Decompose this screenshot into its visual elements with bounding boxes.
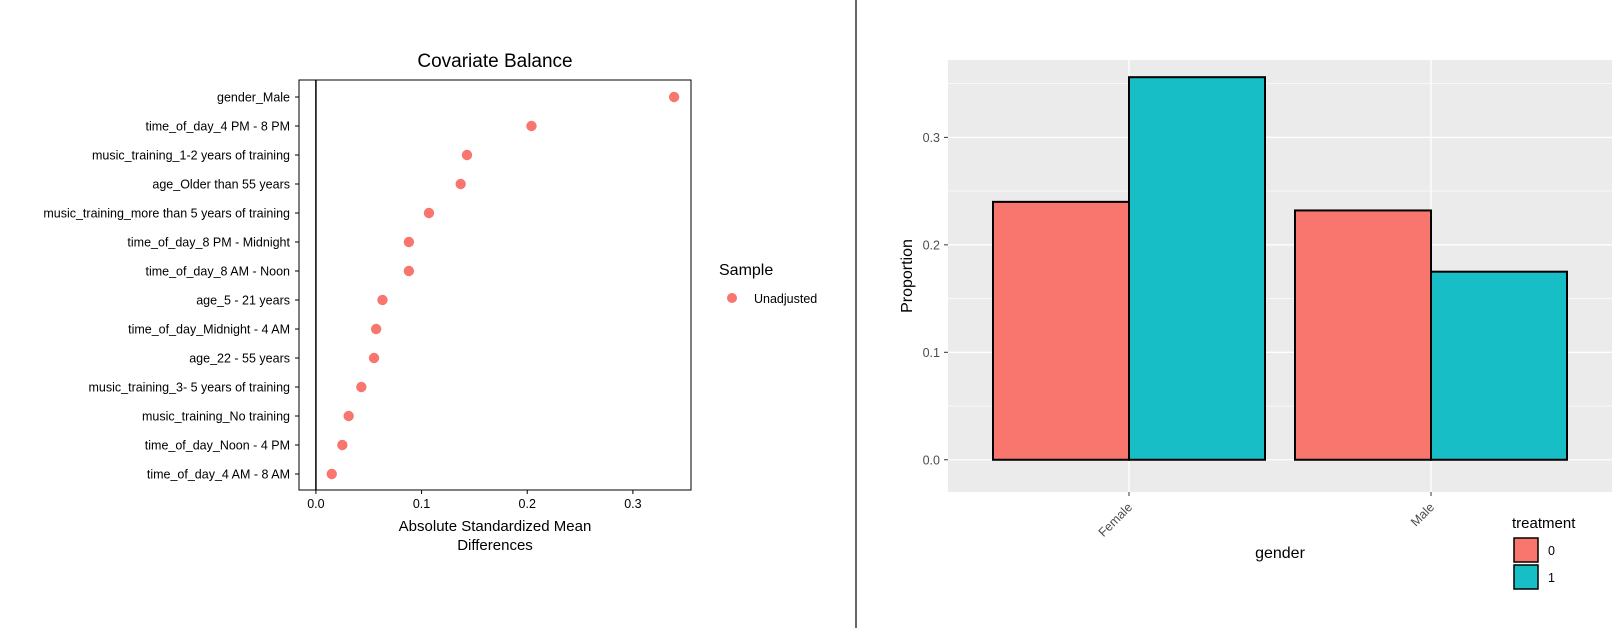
- right-y-tick-label: 0.3: [923, 131, 940, 145]
- left-point: [326, 468, 337, 480]
- left-x-ticks: 0.0 0.1 0.2 0.3: [307, 490, 642, 511]
- left-y-label: time_of_day_4 AM - 8 AM: [147, 468, 290, 482]
- left-point: [403, 236, 415, 248]
- left-plot-panel: [298, 79, 692, 491]
- left-x-axis-label-line1: Absolute Standardized Mean: [399, 518, 592, 535]
- left-points: [326, 91, 680, 480]
- left-y-label: time_of_day_4 PM - 8 PM: [145, 120, 290, 134]
- left-point: [343, 410, 354, 422]
- right-bars: [992, 76, 1568, 461]
- left-point: [368, 352, 380, 364]
- left-y-label: time_of_day_Noon - 4 PM: [145, 439, 290, 453]
- left-x-tick-label: 0.1: [413, 497, 430, 511]
- right-y-tick-label: 0.0: [923, 453, 940, 467]
- left-y-label: gender_Male: [217, 91, 290, 105]
- left-legend-label-unadjusted: Unadjusted: [754, 292, 817, 306]
- left-point: [337, 439, 348, 451]
- right-legend-label-1: 1: [1548, 571, 1555, 585]
- right-x-axis: Female Male: [1096, 492, 1437, 540]
- left-point: [423, 207, 435, 219]
- right-legend-key-1: [1513, 564, 1539, 590]
- left-point: [455, 178, 466, 190]
- left-y-label: time_of_day_8 PM - Midnight: [127, 236, 290, 250]
- bar-male-1: [1430, 270, 1568, 461]
- left-y-label: music_training_more than 5 years of trai…: [43, 207, 290, 221]
- left-y-label: music_training_3- 5 years of training: [89, 381, 291, 395]
- right-legend-label-0: 0: [1548, 544, 1555, 558]
- left-y-label: music_training_1-2 years of training: [92, 149, 290, 163]
- left-y-label: time_of_day_8 AM - Noon: [145, 265, 290, 279]
- left-legend-title: Sample: [719, 262, 773, 279]
- right-x-tick-label: Male: [1408, 500, 1437, 529]
- left-x-tick-label: 0.2: [519, 497, 536, 511]
- left-y-label: age_Older than 55 years: [152, 178, 290, 192]
- right-y-tick-label: 0.2: [923, 238, 940, 252]
- left-chart-title: Covariate Balance: [417, 51, 572, 72]
- left-y-ticks: [295, 96, 299, 475]
- left-x-axis-label-line2: Differences: [457, 537, 533, 554]
- left-point: [668, 91, 680, 103]
- left-point: [370, 323, 382, 335]
- right-y-axis: 0.0 0.1 0.2 0.3: [923, 131, 948, 467]
- left-legend: Sample Unadjusted: [719, 262, 817, 306]
- left-y-label: time_of_day_Midnight - 4 AM: [128, 323, 290, 337]
- bar-male-0: [1294, 209, 1432, 461]
- right-legend-key-0: [1513, 537, 1539, 563]
- left-y-label: music_training_No training: [142, 410, 290, 424]
- bar-female-1: [1128, 76, 1266, 461]
- left-x-tick-label: 0.0: [307, 497, 324, 511]
- right-x-tick-label: Female: [1096, 500, 1135, 539]
- right-legend-title: treatment: [1512, 515, 1576, 532]
- left-point: [377, 294, 388, 306]
- left-point: [461, 149, 473, 161]
- left-point: [356, 381, 367, 393]
- bar-female-0: [992, 200, 1130, 461]
- left-y-label: age_22 - 55 years: [189, 352, 290, 366]
- left-x-tick-label: 0.3: [624, 497, 641, 511]
- left-point: [403, 265, 415, 277]
- right-y-axis-label: Proportion: [899, 239, 916, 313]
- right-x-axis-label: gender: [1255, 545, 1305, 562]
- right-legend-keys: 01: [1513, 537, 1555, 590]
- proportion-bar-chart: 0.0 0.1 0.2 0.3 Female Male Proportion gende…: [899, 60, 1612, 590]
- left-y-tick-labels: gender_Male time_of_day_4 PM - 8 PM music_…: [43, 91, 290, 482]
- covariate-balance-chart: Covariate Balance gender_Male time_of_day…: [43, 51, 817, 554]
- right-y-tick-label: 0.1: [923, 346, 940, 360]
- left-legend-key-unadjusted: [727, 293, 737, 303]
- right-legend: treatment 01: [1512, 515, 1576, 590]
- left-point: [526, 120, 537, 132]
- left-y-label: age_5 - 21 years: [196, 294, 290, 308]
